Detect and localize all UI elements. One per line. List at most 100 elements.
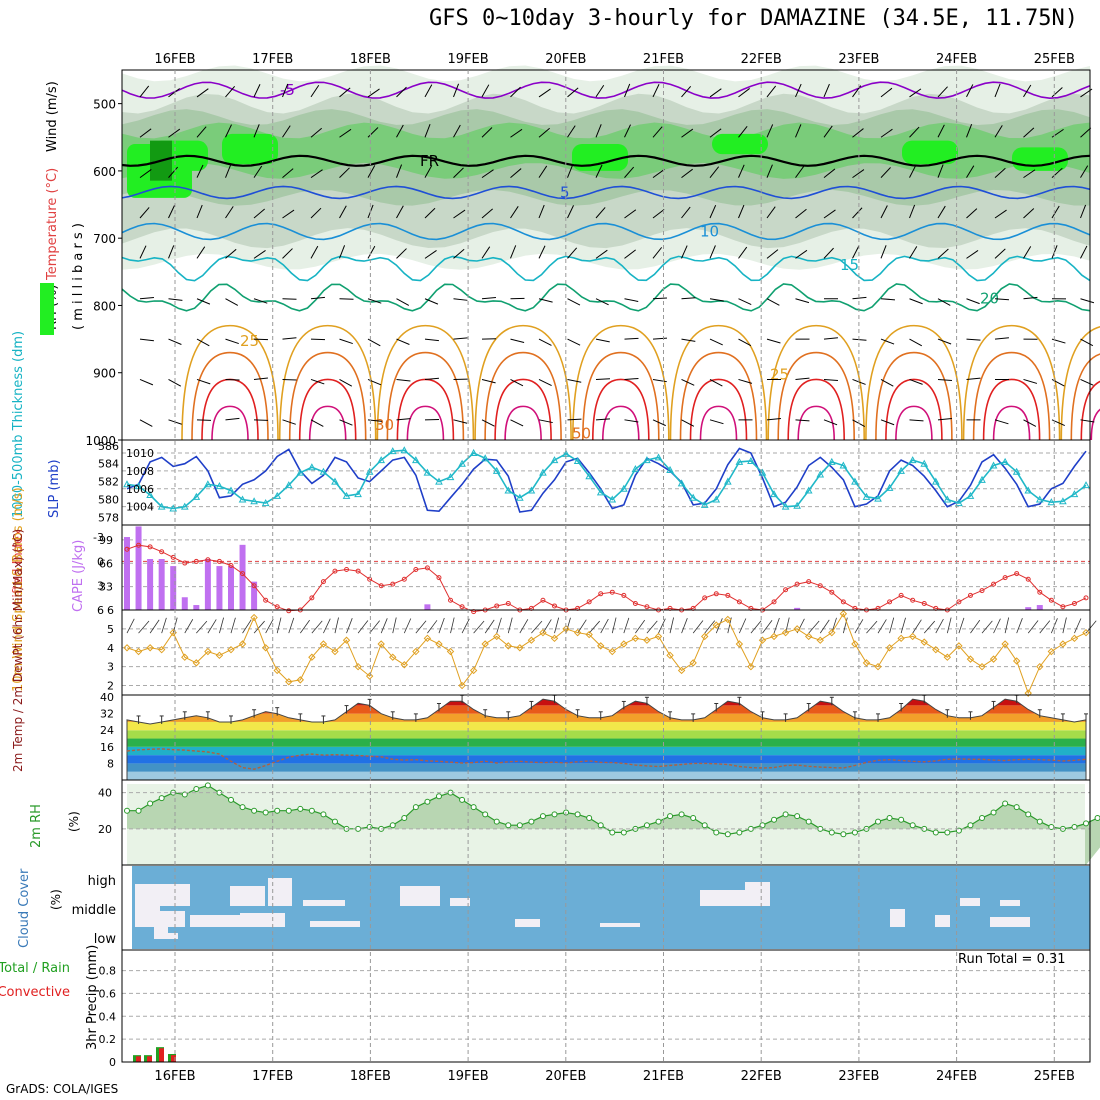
wind-barb xyxy=(1023,419,1037,427)
data-point xyxy=(250,497,258,505)
data-point xyxy=(1014,571,1020,577)
rh2m-panel: 20 40 2m RH (%) xyxy=(29,782,1100,865)
data-point xyxy=(781,502,790,510)
data-point xyxy=(504,642,512,650)
wind-barb xyxy=(282,419,296,425)
data-point xyxy=(424,565,430,571)
lifted-index-label: Lifted Index xyxy=(11,528,26,605)
cape-bar xyxy=(1036,605,1043,610)
data-point xyxy=(944,829,951,836)
data-point xyxy=(401,814,408,821)
isotherm-label: 5 xyxy=(560,183,570,201)
data-point xyxy=(181,653,189,661)
warm-isotherm-arch xyxy=(1090,408,1100,441)
wind-barb xyxy=(339,419,353,426)
isotherm-label: 50 xyxy=(572,425,591,443)
cloud-cell-high xyxy=(450,898,470,906)
wind-barb xyxy=(219,617,224,634)
wind-barb xyxy=(339,379,353,387)
data-point xyxy=(966,655,975,663)
bottom-day-label: 17FEB xyxy=(252,1069,293,1084)
data-point xyxy=(135,807,142,814)
wind-barb xyxy=(380,618,388,634)
y-tick-label: 5 xyxy=(107,623,114,636)
data-point xyxy=(134,647,143,656)
wind-barb xyxy=(310,169,323,179)
wind-barb xyxy=(889,617,895,634)
data-point xyxy=(459,604,465,610)
wind-barb xyxy=(1062,617,1067,634)
data-point xyxy=(839,461,848,469)
data-point xyxy=(354,662,362,671)
wind-barb xyxy=(709,166,720,178)
warm-isotherm-arch xyxy=(504,405,542,441)
y-tick-label: -3 xyxy=(93,531,104,544)
wind-barb xyxy=(842,617,848,634)
wind-barb xyxy=(652,378,667,383)
panel-frame-precip xyxy=(121,949,1091,1063)
y-tick-label: 32 xyxy=(100,708,114,721)
wind-barb xyxy=(139,419,153,427)
data-point xyxy=(793,625,801,633)
data-point xyxy=(585,472,594,480)
isotherm-FR xyxy=(121,154,1091,167)
wind-barb xyxy=(339,205,347,219)
wind-barb xyxy=(339,87,351,98)
wind-barb xyxy=(481,296,496,300)
wind-barb xyxy=(994,167,1006,179)
top-day-label: 18FEB xyxy=(350,52,391,67)
cloud-cell-high xyxy=(960,898,980,906)
data-point xyxy=(713,829,720,836)
data-point xyxy=(493,818,500,825)
wind-barb xyxy=(819,619,830,634)
wind-barb xyxy=(624,166,635,178)
data-point xyxy=(158,795,165,802)
y-tick-label: 6 xyxy=(97,604,104,617)
data-point xyxy=(724,831,731,838)
wind-barb xyxy=(966,377,981,380)
data-point xyxy=(134,482,143,490)
data-point xyxy=(332,568,338,574)
wind-barb xyxy=(937,124,945,138)
wind-barb xyxy=(808,620,820,634)
data-point xyxy=(193,786,200,793)
wind-barb xyxy=(880,87,893,98)
data-point xyxy=(897,466,905,474)
data-point xyxy=(331,818,338,825)
wind-barb xyxy=(624,419,639,423)
data-point xyxy=(862,659,871,667)
data-point xyxy=(170,554,176,560)
data-point xyxy=(758,636,767,644)
wind-barb xyxy=(1051,205,1060,219)
data-point xyxy=(377,456,386,464)
wind-barb xyxy=(310,245,319,259)
cloud-level-label: middle xyxy=(72,903,116,918)
wind-barb xyxy=(600,618,609,634)
data-point xyxy=(401,576,407,582)
wind-barb xyxy=(481,127,493,138)
wind-barb xyxy=(196,246,206,259)
warm-isotherm-arch xyxy=(972,351,1051,441)
data-point xyxy=(493,632,501,641)
wind-barb xyxy=(1023,246,1032,259)
wind-barb xyxy=(357,620,369,634)
wind-barb xyxy=(595,124,602,138)
series-line xyxy=(126,447,1087,513)
wind-barb xyxy=(282,337,297,340)
cloud-level-label: high xyxy=(88,874,116,889)
cape-bar xyxy=(424,604,431,610)
data-point xyxy=(608,495,617,503)
data-point xyxy=(159,549,165,555)
data-point xyxy=(770,632,778,641)
wind-barb xyxy=(681,128,694,138)
temperature-label: Temperature (°C) xyxy=(45,168,60,281)
data-point xyxy=(342,636,351,644)
wind-barb xyxy=(937,298,951,306)
wind-barb xyxy=(253,165,263,178)
wind-barb xyxy=(339,298,354,300)
wind-barb xyxy=(276,617,282,634)
bottom-day-label: 23FEB xyxy=(838,1069,879,1084)
wind-barb xyxy=(567,418,582,421)
wind-barb xyxy=(681,297,696,300)
